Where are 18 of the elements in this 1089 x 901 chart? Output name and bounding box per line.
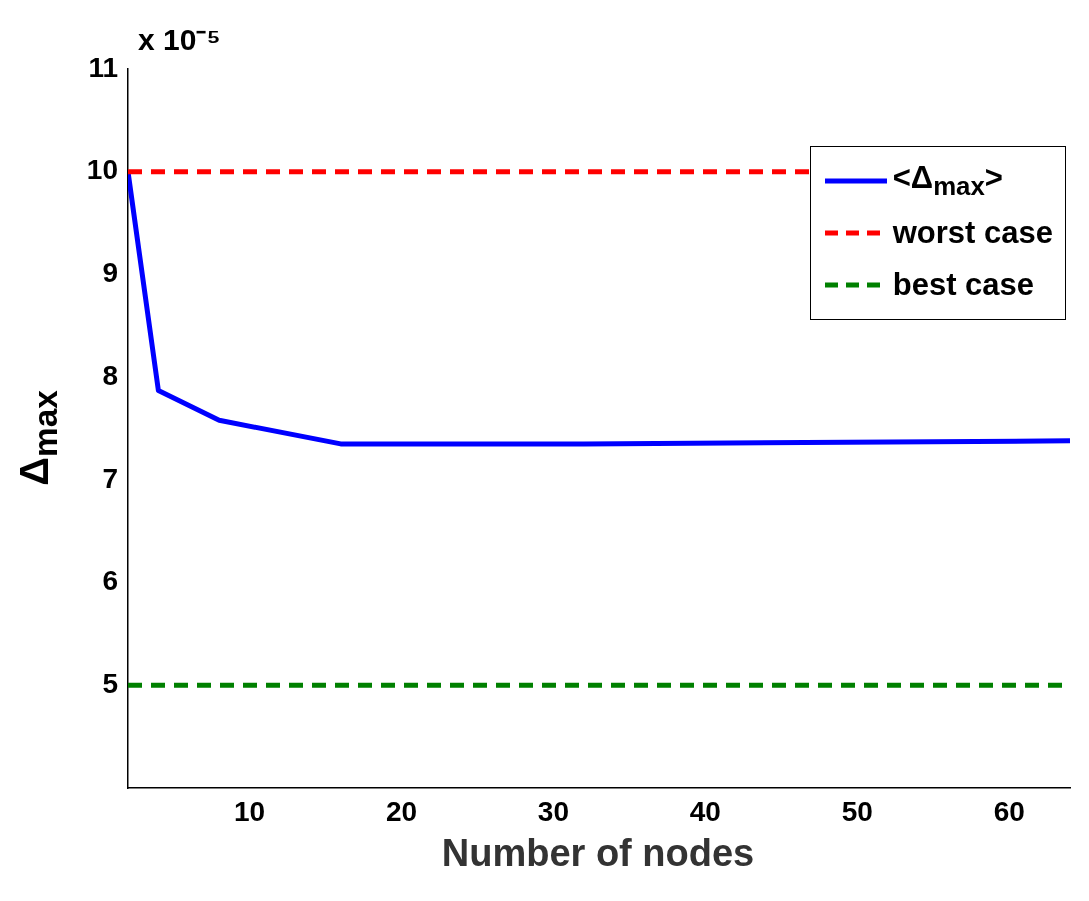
y-tick-label: 9 xyxy=(102,257,118,289)
y-tick-label: 5 xyxy=(102,668,118,699)
legend-label: best case xyxy=(892,267,1035,303)
text: x 10⁻⁵ xyxy=(138,22,221,58)
x-tick-label: 10 xyxy=(233,795,266,827)
legend-label: <Δ$_{max}$> xyxy=(892,160,1003,202)
y-tick-label: 8 xyxy=(102,359,118,391)
x-tick-label: 60 xyxy=(993,795,1025,827)
legend-label: worst case xyxy=(892,215,1053,251)
y-tick-label: 7 xyxy=(102,462,118,494)
y-tick-label: 11 xyxy=(88,51,118,83)
x-tick-label: 50 xyxy=(841,795,873,827)
y-tick-label: 10 xyxy=(86,154,118,186)
x-tick-label: 20 xyxy=(385,795,418,827)
x-tick-label: 30 xyxy=(537,795,569,827)
y-tick-label: 6 xyxy=(102,565,118,597)
x-tick-label: 40 xyxy=(689,795,721,827)
x-axis-title: Number of nodes xyxy=(441,831,755,875)
